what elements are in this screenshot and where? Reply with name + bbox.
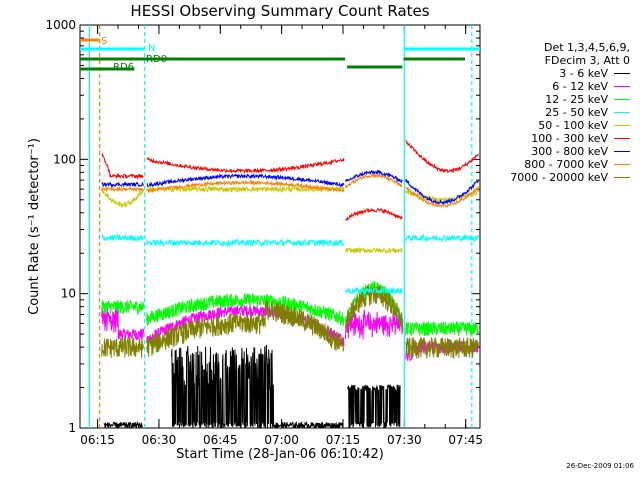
y-tick-label: 10 (61, 287, 76, 301)
series-group (88, 25, 480, 428)
legend-item: 12 - 25 keV (486, 93, 634, 106)
series-12-25-kev-line (101, 280, 479, 337)
series-800-7000-kev-line (101, 172, 479, 209)
x-tick-label: 06:45 (203, 433, 238, 447)
legend-swatch (614, 125, 630, 126)
legend-label: 6 - 12 keV (552, 80, 608, 93)
legend-label: 12 - 25 keV (545, 93, 608, 106)
series-100-300-kev-line (101, 139, 479, 221)
legend-label: 3 - 6 keV (559, 67, 608, 80)
legend-label: 100 - 300 keV (531, 132, 608, 145)
flag-rd6-label: RD6 (113, 62, 134, 73)
legend-swatch (614, 164, 630, 165)
legend-swatch (614, 99, 630, 100)
legend-item: 6 - 12 keV (486, 80, 634, 93)
legend-header-2: FDecim 3, Att 0 (544, 54, 630, 67)
legend-item: 50 - 100 keV (486, 119, 634, 132)
plot-frame (79, 24, 481, 429)
legend-label: 7000 - 20000 keV (510, 171, 608, 184)
legend-swatch (614, 112, 630, 113)
x-tick-label: 07:00 (264, 433, 299, 447)
series-3-6-kev-line (103, 344, 401, 428)
x-tick-label: 07:30 (387, 433, 422, 447)
x-tick-label: 06:30 (142, 433, 177, 447)
legend-swatch (614, 151, 630, 152)
legend-swatch (614, 177, 630, 178)
legend-item: 100 - 300 keV (486, 132, 634, 145)
x-tick-label: 07:15 (326, 433, 361, 447)
x-axis-label: Start Time (28-Jan-06 06:10:42) (176, 447, 384, 462)
legend-swatch (614, 73, 630, 74)
legend-swatch (614, 86, 630, 87)
legend-header-1: Det 1,3,4,5,6,9, (543, 41, 630, 54)
y-tick-label: 1000 (45, 18, 76, 32)
flag-s-label: S (101, 36, 107, 47)
legend-item: 3 - 6 keV (486, 67, 634, 80)
legend-item: 25 - 50 keV (486, 106, 634, 119)
y-tick-label: 100 (53, 152, 76, 166)
x-tick-label: 06:15 (80, 433, 115, 447)
series-25-50-kev-line (101, 233, 480, 296)
legend-label: 50 - 100 keV (538, 119, 608, 132)
legend-item: 7000 - 20000 keV (486, 171, 634, 184)
x-tick-label: 07:45 (448, 433, 483, 447)
flag-n-label: N (148, 43, 155, 54)
legend-item: 300 - 800 keV (486, 145, 634, 158)
chart-title: HESSI Observing Summary Count Rates (130, 2, 430, 20)
series-7000-20000-kev-line (101, 285, 479, 359)
legend-label: 800 - 7000 keV (524, 158, 608, 171)
legend-label: 300 - 800 keV (531, 145, 608, 158)
flag-rd0-label: RD0 (146, 54, 167, 65)
series-300-800-kev-line (101, 169, 479, 206)
legend-swatch (614, 138, 630, 139)
legend-item: 800 - 7000 keV (486, 158, 634, 171)
y-tick-label: 1 (68, 421, 76, 435)
legend-label: 25 - 50 keV (545, 106, 608, 119)
legend: Det 1,3,4,5,6,9, FDecim 3, Att 0 3 - 6 k… (486, 41, 634, 184)
y-axis-label: Count Rate (s⁻¹ detector⁻¹) (27, 138, 42, 315)
footer-date: 26-Dec-2009 01:06 (566, 462, 634, 470)
